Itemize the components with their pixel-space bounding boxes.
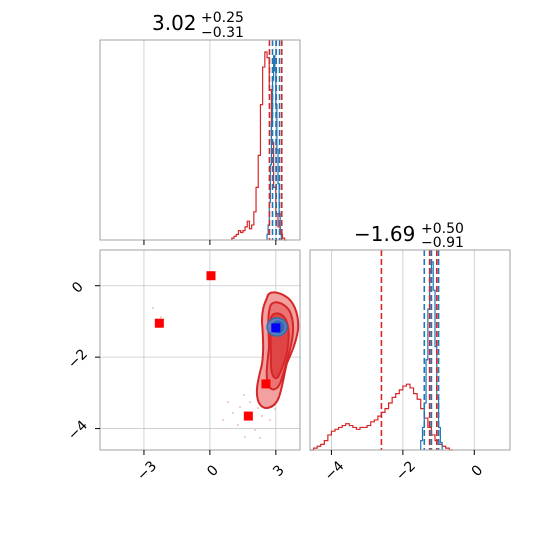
truth-marker-red	[243, 411, 253, 421]
scatter-dot	[249, 401, 251, 403]
x-tick-label: 3	[270, 462, 288, 480]
scatter-dot	[160, 316, 162, 318]
scatter-dot	[232, 412, 234, 414]
panel-title-value: 3.02	[152, 11, 197, 35]
panel-top-left: 3.02 +0.25 −0.31	[99, 10, 301, 245]
scatter-dot	[243, 394, 245, 396]
scatter-dot	[152, 307, 154, 309]
scatter-dot	[222, 419, 224, 421]
scatter-dot	[254, 429, 256, 431]
panel-title-minus: −0.31	[201, 25, 244, 41]
truth-marker-red	[261, 379, 271, 389]
scatter-dot	[274, 408, 276, 410]
reference-markers	[154, 271, 281, 421]
truth-marker-red	[206, 271, 216, 281]
x-tick-label: −3	[134, 458, 160, 484]
scatter-dot	[239, 406, 241, 408]
grid	[331, 250, 475, 450]
quantile-lines	[380, 250, 440, 450]
scatter-dot	[227, 401, 229, 403]
scatter-cloud	[152, 307, 276, 439]
scatter-dot	[269, 419, 271, 421]
contour-red	[255, 291, 300, 409]
panel-title-plus: +0.50	[421, 221, 464, 237]
quantile-lines	[268, 40, 283, 240]
truth-marker-blue	[271, 323, 281, 333]
tick-marks	[95, 285, 277, 455]
panel-bottom-left: −3 0 3 −4 −2 0	[65, 249, 301, 484]
x-tick-labels: −4 −2 0	[322, 458, 487, 484]
panel-title-value: −1.69	[354, 222, 415, 246]
panel-title-minus: −0.91	[421, 235, 464, 251]
frame	[309, 249, 511, 451]
x-tick-label: 0	[204, 462, 222, 480]
x-tick-label: 0	[469, 462, 487, 480]
x-tick-label: −2	[393, 458, 419, 484]
frame	[99, 249, 301, 451]
scatter-dot	[237, 424, 239, 426]
histogram-series	[231, 51, 287, 241]
x-tick-label: −4	[322, 458, 348, 484]
y-tick-labels: −4 −2 0	[65, 279, 91, 444]
y-tick-label: 0	[69, 279, 87, 297]
scatter-dot	[261, 415, 263, 417]
scatter-dot	[257, 407, 259, 409]
truth-marker-red	[154, 318, 164, 328]
histogram-step	[231, 51, 287, 241]
y-tick-label: −4	[65, 418, 91, 444]
x-tick-marks	[330, 450, 475, 455]
x-tick-labels: −3 0 3	[134, 458, 288, 484]
y-tick-label: −2	[65, 346, 91, 372]
frame	[99, 39, 301, 241]
scatter-dot	[244, 436, 246, 438]
panel-bottom-right: −4 −2 0 −1.69 +0.50 −0.91	[309, 221, 511, 484]
scatter-dot	[259, 437, 261, 439]
x-tick-marks	[143, 240, 277, 245]
panel-title-plus: +0.25	[201, 10, 244, 26]
